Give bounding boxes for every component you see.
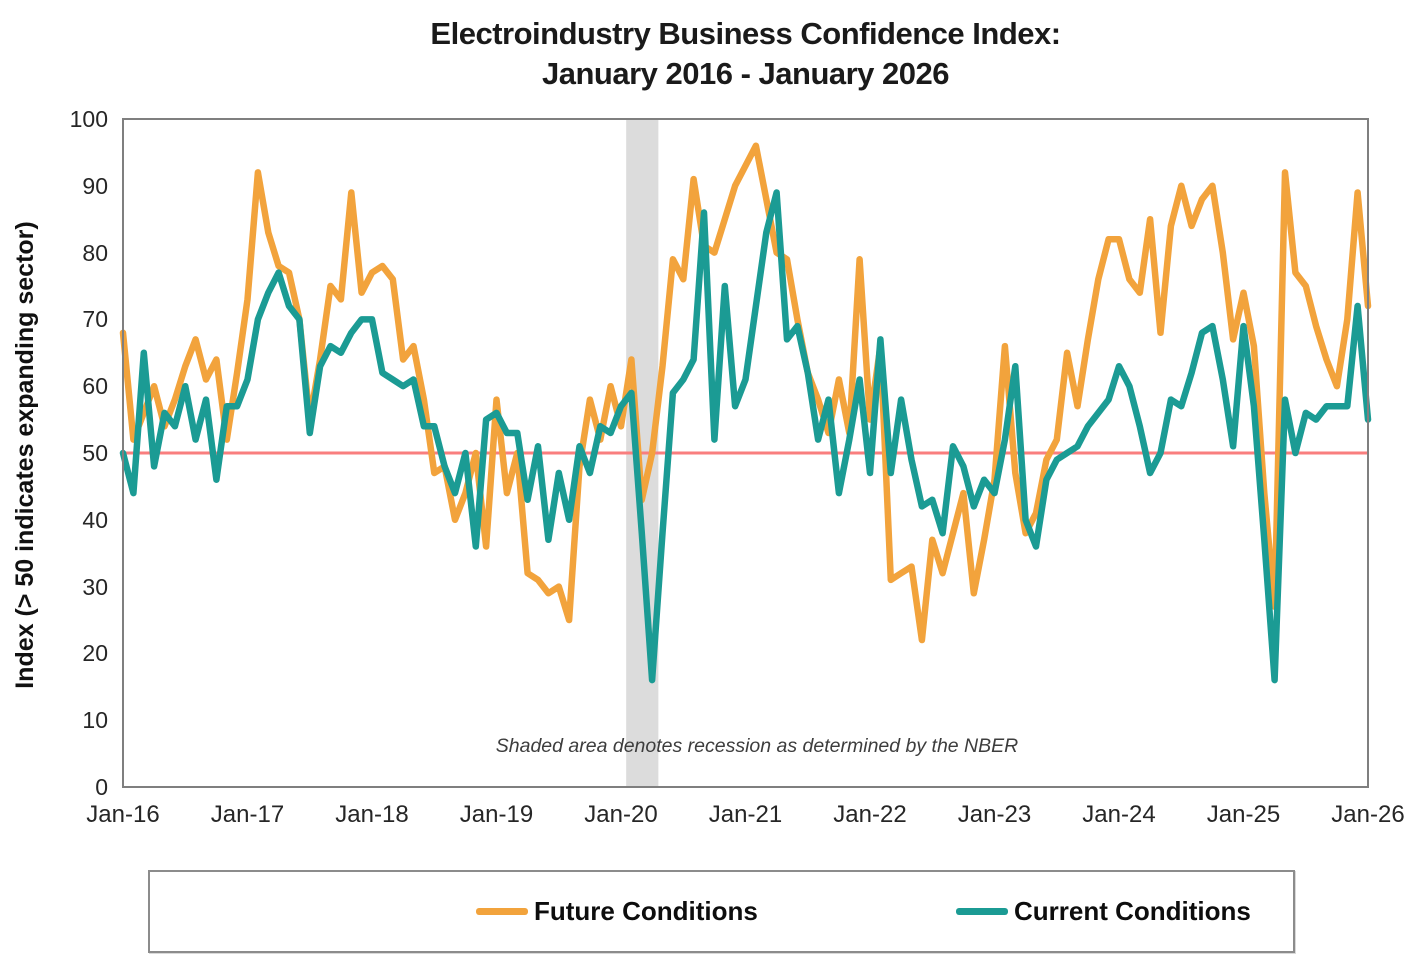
y-tick-label-50: 50 — [82, 440, 108, 466]
legend-label-future-conditions: Future Conditions — [534, 896, 758, 926]
x-tick-label-Jan-22: Jan-22 — [833, 801, 907, 828]
y-tick-label-0: 0 — [95, 774, 108, 800]
y-tick-label-30: 30 — [82, 573, 108, 600]
x-tick-label-Jan-20: Jan-20 — [584, 801, 658, 828]
future-conditions-swatch — [476, 908, 528, 915]
recession-annotation: Shaded area denotes recession as determi… — [495, 735, 1019, 757]
chart-title-line-2: January 2016 - January 2026 — [542, 56, 950, 91]
x-tick-label-Jan-23: Jan-23 — [957, 801, 1032, 828]
x-tick-label-Jan-25: Jan-25 — [1206, 801, 1281, 828]
y-tick-label-80: 80 — [82, 239, 108, 266]
y-tick-label-40: 40 — [82, 506, 108, 533]
legend: Future Conditions Current Conditions — [148, 870, 1295, 953]
x-tick-label-Jan-26: Jan-26 — [1331, 801, 1405, 828]
x-tick-label-Jan-17: Jan-17 — [210, 801, 285, 828]
x-tick-label-Jan-21: Jan-21 — [708, 801, 783, 828]
chart-title: Electroindustry Business Confidence Inde… — [123, 14, 1368, 94]
current-conditions-swatch — [956, 908, 1008, 915]
current-conditions-line — [119, 189, 1372, 684]
future-conditions-line — [119, 142, 1372, 644]
y-tick-label-10: 10 — [82, 707, 108, 734]
y-tick-label-60: 60 — [82, 373, 108, 400]
legend-item-future-conditions: Future Conditions — [476, 872, 758, 951]
legend-label-current-conditions: Current Conditions — [1014, 896, 1251, 926]
y-tick-label-20: 20 — [82, 640, 108, 667]
plot-border — [122, 118, 1369, 788]
x-tick-label-Jan-19: Jan-19 — [459, 801, 534, 828]
x-tick-label-Jan-24: Jan-24 — [1082, 801, 1156, 828]
y-tick-label-70: 70 — [82, 306, 108, 333]
x-tick-label-Jan-18: Jan-18 — [335, 801, 409, 828]
x-tick-label-Jan-16: Jan-16 — [86, 801, 160, 828]
legend-item-current-conditions: Current Conditions — [956, 872, 1251, 951]
y-tick-label-90: 90 — [82, 172, 108, 199]
y-tick-label-100: 100 — [69, 106, 108, 132]
chart-title-line-1: Electroindustry Business Confidence Inde… — [430, 16, 1061, 51]
